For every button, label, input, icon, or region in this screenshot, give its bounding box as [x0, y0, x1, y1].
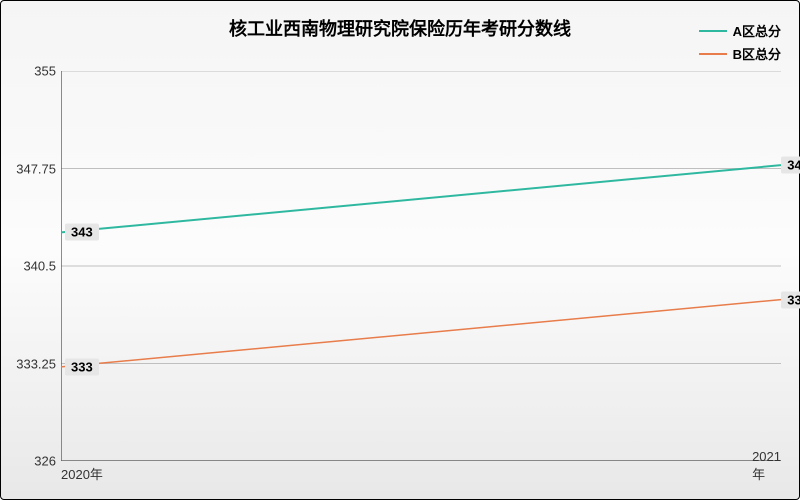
y-tick-label: 326	[6, 454, 56, 469]
x-tick-label: 2021年	[752, 449, 781, 483]
legend: A区总分 B区总分	[699, 21, 781, 67]
y-tick-label: 340.5	[6, 259, 56, 274]
y-tick-label: 333.25	[6, 356, 56, 371]
legend-item-a: A区总分	[699, 21, 781, 40]
legend-label-b: B区总分	[733, 44, 781, 63]
data-label: 333	[65, 358, 99, 375]
chart-container: 核工业西南物理研究院保险历年考研分数线 A区总分 B区总分 326333.253…	[0, 0, 800, 500]
plot-area: 326333.25340.5347.753552020年2021年3433483…	[61, 71, 781, 461]
plot-svg	[61, 71, 781, 461]
data-label: 348	[781, 157, 800, 174]
y-tick-label: 347.75	[6, 161, 56, 176]
y-tick-label: 355	[6, 64, 56, 79]
legend-item-b: B区总分	[699, 44, 781, 63]
series-line	[61, 300, 781, 367]
legend-swatch-b	[699, 53, 727, 55]
legend-swatch-a	[699, 30, 727, 32]
data-label: 343	[65, 224, 99, 241]
chart-title: 核工业西南物理研究院保险历年考研分数线	[229, 15, 571, 41]
series-line	[61, 165, 781, 232]
data-label: 338	[781, 291, 800, 308]
x-tick-label: 2020年	[61, 464, 103, 483]
legend-label-a: A区总分	[733, 21, 781, 40]
